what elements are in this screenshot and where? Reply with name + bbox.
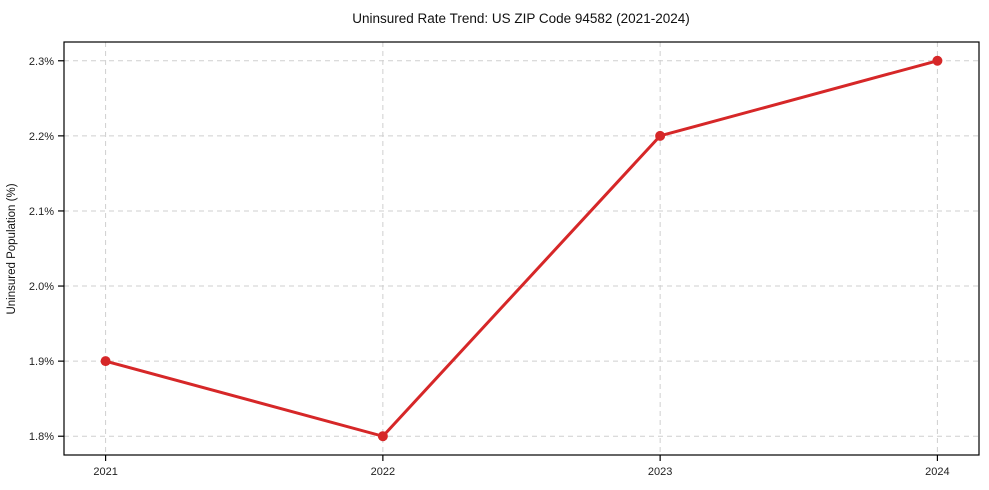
y-tick-label: 1.9% <box>29 356 54 368</box>
chart-title: Uninsured Rate Trend: US ZIP Code 94582 … <box>352 11 689 26</box>
x-tick-label: 2024 <box>925 466 949 478</box>
plot-border <box>63 41 980 456</box>
data-point <box>377 431 388 442</box>
y-tick-label: 1.8% <box>29 431 54 443</box>
y-tick-label: 2.2% <box>29 131 54 143</box>
y-tick-label: 2.3% <box>29 56 54 68</box>
x-tick-label: 2021 <box>93 466 117 478</box>
x-tick-label: 2022 <box>371 466 395 478</box>
y-axis-label: Uninsured Population (%) <box>6 183 18 314</box>
grid-layer <box>64 42 979 455</box>
axis-layer: 1.8% 1.9% 2.0% 2.1% 2.2% 2.3% 2021 2022 2023 2024 <box>29 56 950 478</box>
trend-line <box>104 59 939 438</box>
data-point <box>655 130 666 141</box>
x-tick-label: 2023 <box>648 466 672 478</box>
y-tick-label: 2.1% <box>29 206 54 218</box>
y-tick-label: 2.0% <box>29 281 54 293</box>
series-layer <box>100 55 943 442</box>
data-point <box>100 356 111 367</box>
data-point <box>932 55 943 66</box>
